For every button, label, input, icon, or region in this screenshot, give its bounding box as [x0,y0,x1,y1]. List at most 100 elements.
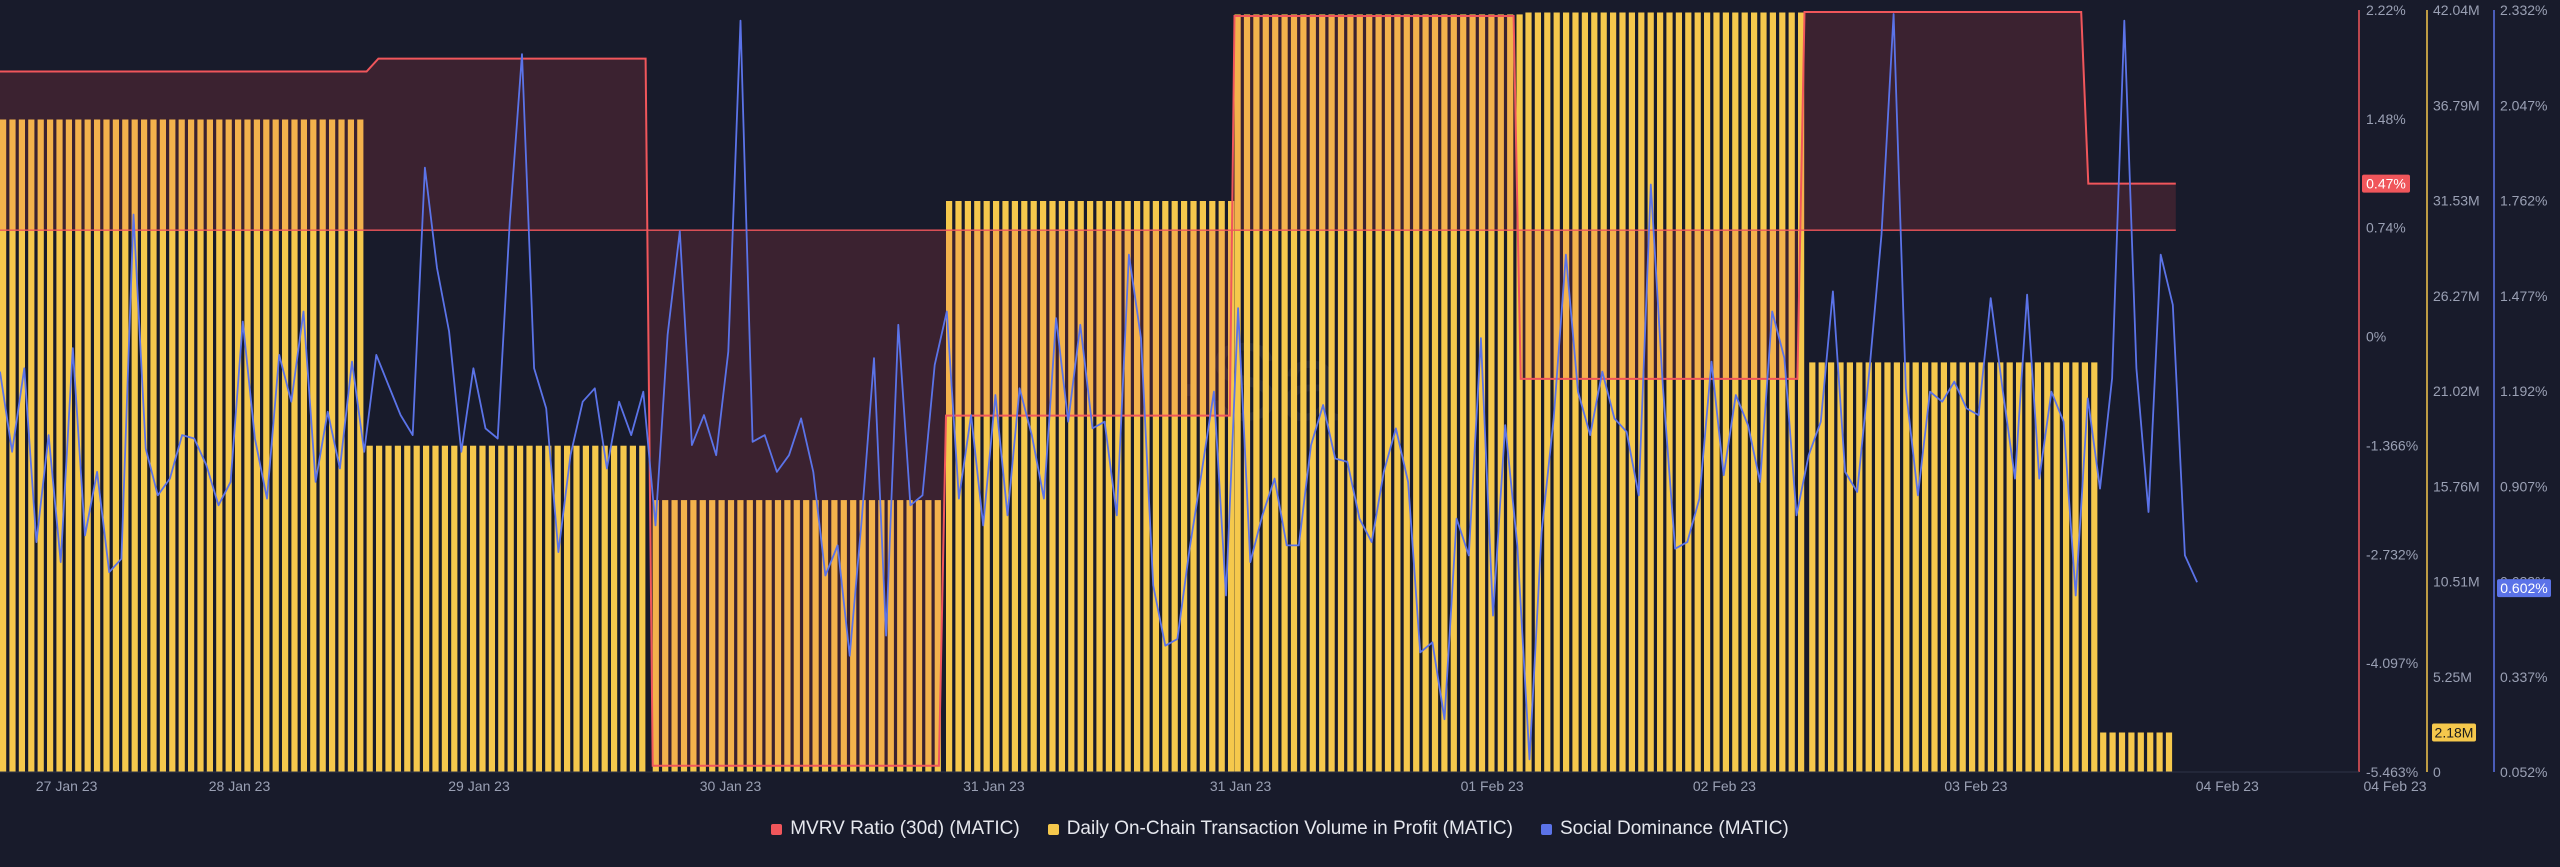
volume-bars [0,12,2173,772]
legend: MVRV Ratio (30d) (MATIC) Daily On-Chain … [0,818,2560,840]
volume-bar [1638,12,1645,772]
volume-bar [423,445,430,772]
volume-bar [526,445,533,772]
volume-bar [1610,12,1617,772]
volume-bar [1704,12,1711,772]
volume-bar [601,445,608,772]
volume-bar [1553,12,1560,772]
x-tick-label: 02 Feb 23 [1693,778,1756,794]
volume-bar [1959,362,1966,772]
mvrv-tick-label: -4.097% [2366,655,2418,671]
volume-bar [1199,201,1206,772]
volume-bar [709,500,716,772]
volume-bar [906,500,913,772]
volume-bar [535,445,542,772]
volume-bar [812,500,819,772]
volume-bar [1685,12,1692,772]
volume-bar [964,201,971,772]
volume-bar [1049,201,1056,772]
volume-bar [1818,362,1825,772]
legend-item-mvrv[interactable]: MVRV Ratio (30d) (MATIC) [771,818,1020,840]
volume-bar [1798,12,1805,772]
volume-bar [470,445,477,772]
volume-bar [784,500,791,772]
volume-bar [150,119,157,772]
volume-bar [1940,362,1947,772]
volume-bar [1124,201,1131,772]
volume-bar [2118,732,2126,772]
social-tick-label: 2.047% [2500,97,2547,113]
volume-bar [887,500,894,772]
volume-bar [592,445,599,772]
volume-bar [329,119,336,772]
volume-bar [1134,201,1141,772]
volume-bar [2063,362,2070,772]
volume-bar [366,445,373,772]
volume-bar [1096,201,1103,772]
volume-bar [1068,201,1075,772]
volume-bar [1865,362,1872,772]
volume-bar [1666,12,1673,772]
volume-bar [1190,201,1197,772]
legend-item-social[interactable]: Social Dominance (MATIC) [1540,818,1789,840]
volume-bar [793,500,800,772]
volume-bar [1828,362,1835,772]
volume-bar [582,445,589,772]
volume-bar [263,119,270,772]
volume-bar [498,445,505,772]
volume-bar [1105,201,1112,772]
volume-bar [1544,12,1551,772]
volume-bar [1978,362,1985,772]
volume-bar [18,119,25,772]
volume-bar [141,119,148,772]
legend-swatch-social [1540,823,1552,835]
mvrv-line [0,11,2176,767]
volume-bar [1675,12,1682,772]
volume-bar [1922,362,1929,772]
volume-bar [225,119,232,772]
legend-label-mvrv: MVRV Ratio (30d) (MATIC) [790,818,1020,839]
volume-bar [652,500,659,772]
volume-bar [878,500,885,772]
volume-bar [197,119,204,772]
volume-bar [1413,14,1420,772]
volume-bar [1722,12,1729,772]
social-tick-label: 1.192% [2500,383,2547,399]
volume-bar [1525,12,1532,772]
volume-bar [2044,362,2051,772]
volume-tick-label: 15.76M [2433,478,2480,494]
x-tick-label: 01 Feb 23 [1461,778,1524,794]
legend-item-volume[interactable]: Daily On-Chain Transaction Volume in Pro… [1047,818,1513,840]
mvrv-tick-label: -1.366% [2366,437,2418,453]
volume-tick-label: 26.27M [2433,288,2480,304]
volume-bar [1243,14,1251,772]
volume-tick-label: 36.79M [2433,97,2480,113]
volume-bar [1394,14,1401,772]
volume-bar [300,119,307,772]
volume-bar [291,119,298,772]
volume-bar [2156,732,2163,772]
volume-bar [451,445,458,772]
volume-bar [934,500,941,772]
volume-bar [545,445,552,772]
volume-bar [1516,14,1523,772]
volume-tick-label: 5.25M [2433,669,2472,685]
volume-bar [2081,362,2088,772]
volume-bar [1366,14,1373,772]
volume-bar [1469,14,1476,772]
social-tick-label: 0.052% [2500,764,2547,780]
axes: 2.22% 1.48% 0.74% 0% -1.366% -2.732% -4.097% -5… [0,2,2551,794]
volume-bar [2109,732,2116,772]
volume-bar [1694,12,1701,772]
volume-bar [206,119,213,772]
volume-bar [84,119,91,772]
volume-bar [1488,14,1495,772]
volume-bar [840,500,847,772]
volume-bar [507,445,514,772]
volume-bar [188,119,195,772]
volume-bar [479,445,486,772]
volume-bar [1619,12,1626,772]
volume-bar [2025,362,2032,772]
volume-bar [1143,201,1150,772]
x-tick-label: 30 Jan 23 [700,778,762,794]
